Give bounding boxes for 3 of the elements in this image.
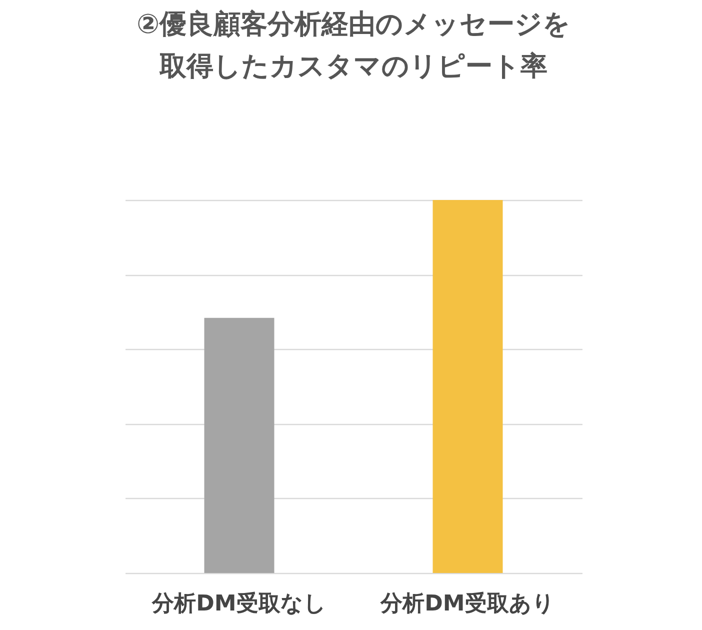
x-tick-label: 分析DM受取あり [380,592,555,616]
x-tick-label: 分析DM受取なし [151,592,326,616]
chart-title: ②優良顧客分析経由のメッセージを取得したカスタマのリピート率 [136,9,570,82]
